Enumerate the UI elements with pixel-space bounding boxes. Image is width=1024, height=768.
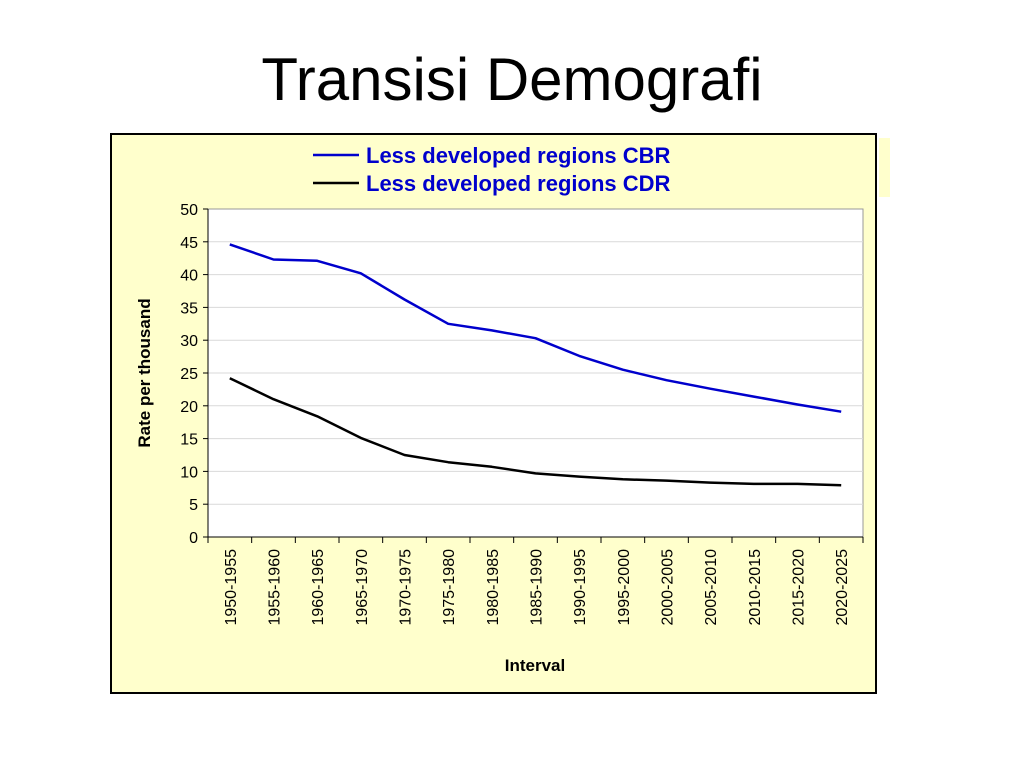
- x-tick-label: 2000-2005: [660, 549, 677, 626]
- x-tick-label: 2015-2020: [791, 549, 808, 626]
- x-tick-label: 2010-2015: [747, 549, 764, 626]
- x-tick-label: 1965-1970: [354, 549, 371, 626]
- x-axis-title: Interval: [505, 656, 565, 675]
- y-tick-label: 45: [180, 235, 198, 252]
- y-tick-label: 50: [180, 202, 198, 219]
- y-tick-label: 30: [180, 333, 198, 350]
- y-tick-label: 25: [180, 366, 198, 383]
- legend-label-cdr: Less developed regions CDR: [366, 171, 671, 196]
- legend-item-cdr: Less developed regions CDR: [313, 171, 671, 196]
- x-axis: 1950-1955 1955-1960 1960-1965 1965-1970 1970…: [207, 536, 864, 626]
- legend-background-strip: [879, 138, 890, 197]
- y-axis-title: Rate per thousand: [135, 298, 154, 447]
- y-tick-label: 40: [180, 268, 198, 285]
- series-layer: [229, 243, 842, 487]
- gridlines: [208, 241, 863, 505]
- x-tick-label: 1990-1995: [572, 549, 589, 626]
- series-line-cdr: [229, 377, 842, 487]
- y-tick-label: 5: [189, 497, 198, 514]
- x-tick-label: 1995-2000: [616, 549, 633, 626]
- x-tick-label: 1985-1990: [529, 549, 546, 626]
- x-tick-label: 1960-1965: [310, 549, 327, 626]
- legend: Less developed regions CBR Less develope…: [313, 143, 671, 196]
- y-tick-label: 15: [180, 432, 198, 449]
- slide-title: Transisi Demografi: [261, 46, 763, 113]
- x-tick-label: 1970-1975: [398, 549, 415, 626]
- x-tick-label: 1950-1955: [223, 549, 240, 626]
- x-tick-label: 1980-1985: [485, 549, 502, 626]
- series-line-cbr: [229, 243, 842, 413]
- y-tick-label: 0: [189, 530, 198, 547]
- y-tick-label: 10: [180, 464, 198, 481]
- y-tick-label: 20: [180, 399, 198, 416]
- legend-label-cbr: Less developed regions CBR: [366, 143, 671, 168]
- legend-item-cbr: Less developed regions CBR: [313, 143, 671, 168]
- y-tick-label: 35: [180, 300, 198, 317]
- x-tick-label: 1975-1980: [441, 549, 458, 626]
- x-tick-label: 1955-1960: [267, 549, 284, 626]
- x-tick-label: 2020-2025: [834, 549, 851, 626]
- y-axis: 0 5 10 15 20 25 30 35 40 45 50: [180, 202, 209, 547]
- x-tick-label: 2005-2010: [703, 549, 720, 626]
